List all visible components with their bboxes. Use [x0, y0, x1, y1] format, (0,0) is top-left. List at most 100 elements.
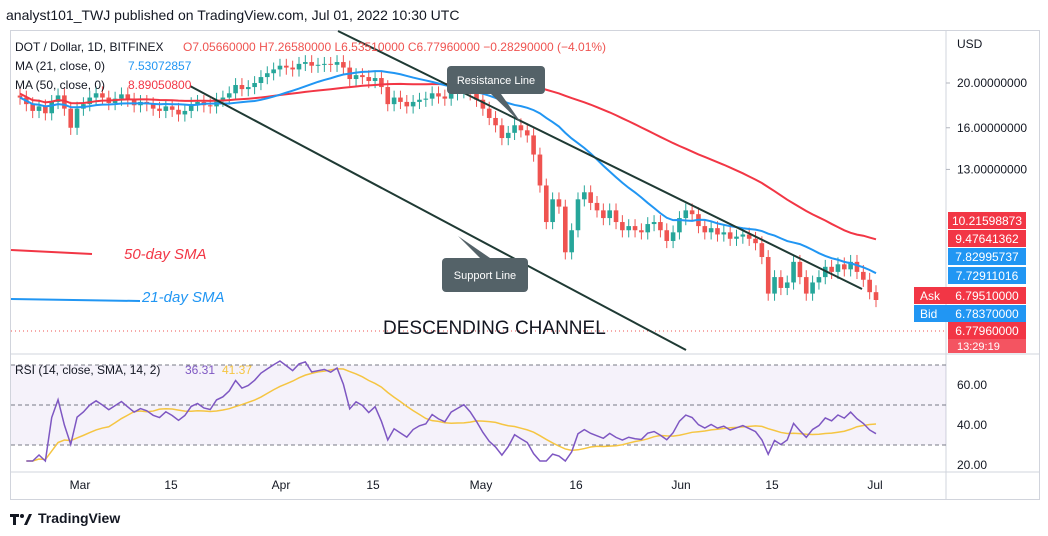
candle-body[interactable] — [62, 95, 67, 109]
candle-body[interactable] — [563, 206, 568, 253]
candle-body[interactable] — [861, 271, 866, 280]
candle-body[interactable] — [480, 99, 486, 109]
candle-body[interactable] — [816, 277, 822, 283]
candle-body[interactable] — [645, 224, 651, 233]
candle-body[interactable] — [150, 104, 156, 109]
candle-body[interactable] — [366, 77, 372, 82]
candle-body[interactable] — [841, 264, 847, 270]
candle-body[interactable] — [658, 222, 663, 231]
candle-body[interactable] — [360, 75, 365, 78]
candle-body[interactable] — [290, 67, 295, 70]
candle-body[interactable] — [226, 93, 232, 98]
candle-body[interactable] — [157, 108, 162, 111]
candle-body[interactable] — [322, 63, 327, 65]
candle-body[interactable] — [125, 94, 131, 100]
candle-body[interactable] — [575, 199, 581, 231]
candle-body[interactable] — [505, 132, 511, 139]
candle-body[interactable] — [284, 65, 289, 68]
candle-body[interactable] — [765, 257, 771, 294]
candle-body[interactable] — [524, 130, 530, 136]
candle-body[interactable] — [569, 230, 574, 253]
candle-body[interactable] — [759, 243, 765, 258]
candle-body[interactable] — [601, 210, 606, 219]
candle-body[interactable] — [176, 109, 181, 115]
candle-body[interactable] — [531, 135, 536, 155]
candle-body[interactable] — [594, 202, 600, 211]
candle-body[interactable] — [372, 78, 378, 82]
candle-body[interactable] — [797, 261, 803, 278]
candle-body[interactable] — [493, 117, 498, 126]
candle-body[interactable] — [829, 266, 834, 272]
candle-body[interactable] — [74, 108, 80, 128]
candle-body[interactable] — [303, 62, 308, 64]
candle-body[interactable] — [486, 108, 492, 118]
candle-body[interactable] — [309, 62, 314, 66]
candle-body[interactable] — [810, 282, 815, 294]
candle-body[interactable] — [119, 94, 124, 99]
candle-body[interactable] — [353, 75, 359, 80]
candle-body[interactable] — [30, 104, 35, 111]
candle-body[interactable] — [715, 228, 720, 235]
candle-body[interactable] — [169, 106, 175, 110]
candle-body[interactable] — [410, 101, 416, 107]
candle-body[interactable] — [727, 232, 733, 239]
candle-body[interactable] — [315, 64, 321, 66]
candle-body[interactable] — [620, 222, 625, 231]
candle-body[interactable] — [784, 282, 790, 288]
candle-body[interactable] — [512, 125, 517, 133]
candle-body[interactable] — [341, 62, 346, 68]
candle-body[interactable] — [264, 73, 270, 78]
candle-body[interactable] — [68, 108, 74, 128]
candle-body[interactable] — [87, 97, 93, 105]
candle-body[interactable] — [220, 97, 226, 100]
candle-body[interactable] — [258, 77, 264, 83]
candle-body[interactable] — [252, 83, 257, 88]
candle-body[interactable] — [740, 234, 746, 237]
candle-body[interactable] — [734, 236, 739, 239]
candle-body[interactable] — [848, 261, 853, 270]
candle-body[interactable] — [36, 106, 42, 111]
candle-body[interactable] — [436, 93, 441, 97]
candle-body[interactable] — [518, 125, 524, 131]
candle-body[interactable] — [582, 192, 587, 200]
candle-body[interactable] — [639, 230, 644, 233]
candle-body[interactable] — [721, 232, 727, 235]
candle-body[interactable] — [556, 199, 562, 207]
resistance-trendline[interactable] — [337, 30, 863, 290]
candle-body[interactable] — [543, 185, 549, 223]
candle-body[interactable] — [379, 78, 384, 88]
candle-body[interactable] — [271, 69, 276, 74]
candle-body[interactable] — [550, 199, 555, 223]
candle-body[interactable] — [803, 277, 809, 294]
candle-body[interactable] — [873, 292, 879, 301]
candle-body[interactable] — [689, 210, 695, 215]
candle-body[interactable] — [429, 93, 435, 99]
candle-body[interactable] — [778, 277, 784, 288]
candle-body[interactable] — [772, 277, 777, 294]
candle-body[interactable] — [746, 234, 752, 239]
candle-body[interactable] — [448, 93, 454, 99]
candle-body[interactable] — [188, 104, 194, 111]
candle-body[interactable] — [791, 261, 796, 283]
candle-body[interactable] — [195, 101, 200, 105]
candle-body[interactable] — [182, 110, 188, 115]
candle-body[interactable] — [867, 279, 872, 293]
candle-body[interactable] — [613, 210, 619, 223]
candle-body[interactable] — [404, 101, 410, 107]
candle-body[interactable] — [391, 97, 397, 105]
candle-body[interactable] — [55, 95, 61, 102]
candle-body[interactable] — [835, 264, 841, 272]
candle-body[interactable] — [207, 105, 213, 107]
candle-body[interactable] — [417, 99, 422, 102]
candle-body[interactable] — [423, 98, 429, 100]
candle-body[interactable] — [607, 210, 612, 219]
candle-body[interactable] — [708, 228, 714, 233]
candle-body[interactable] — [753, 238, 758, 244]
support-trendline[interactable] — [189, 85, 687, 351]
candle-body[interactable] — [677, 218, 682, 233]
candle-body[interactable] — [664, 230, 670, 241]
candle-body[interactable] — [683, 210, 689, 219]
candle-body[interactable] — [398, 97, 403, 102]
candle-body[interactable] — [296, 63, 302, 70]
candle-body[interactable] — [385, 87, 391, 105]
